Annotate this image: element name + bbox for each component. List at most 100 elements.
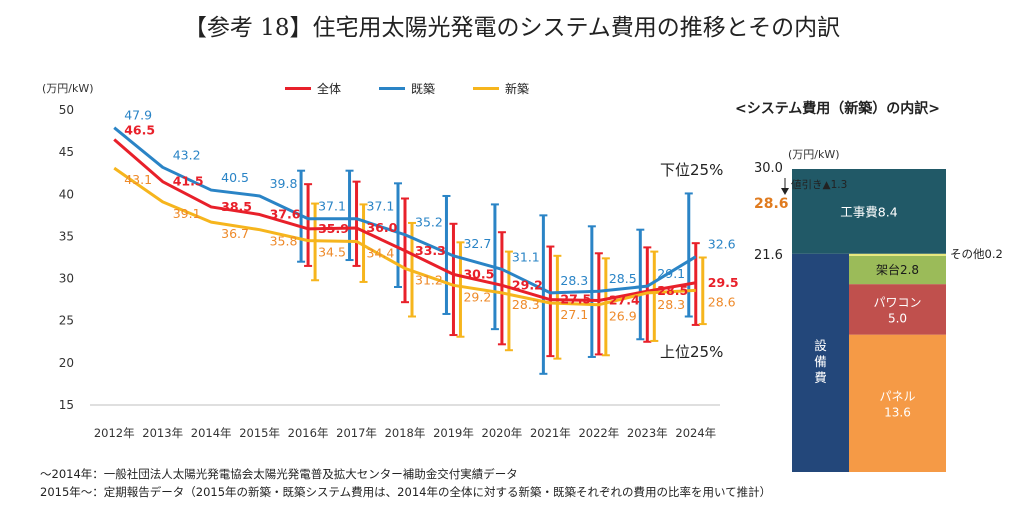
segment-equipment xyxy=(792,253,849,472)
legend-label-new: 新築 xyxy=(505,82,530,96)
segment-panel-value-label: 13.6 xyxy=(884,405,911,419)
data-label-existing: 37.1 xyxy=(367,199,395,214)
data-label-new: 43.1 xyxy=(124,172,152,187)
breakdown-discount-label: 値引き▲1.3 xyxy=(791,178,847,191)
legend-swatch-existing xyxy=(379,87,406,90)
annotation-upper-quartile: 上位25% xyxy=(660,343,723,361)
error-bar-new xyxy=(698,256,707,326)
data-label-existing: 39.8 xyxy=(270,176,298,191)
data-label-existing: 28.3 xyxy=(560,273,588,288)
error-bar-new xyxy=(359,203,368,283)
y-tick-label: 20 xyxy=(59,356,74,370)
data-label-existing: 32.6 xyxy=(708,237,736,252)
error-bar-overall xyxy=(546,245,555,358)
segment-label-equipment: 費 xyxy=(814,370,827,385)
legend-swatch-new xyxy=(473,87,500,90)
data-label-new: 34.4 xyxy=(367,245,395,260)
x-tick-label: 2012年 xyxy=(94,426,135,440)
breakdown-equipment-total-label: 21.6 xyxy=(754,248,783,263)
legend-label-overall: 全体 xyxy=(317,82,342,96)
data-label-new: 26.9 xyxy=(609,309,637,324)
data-label-new: 34.5 xyxy=(318,245,346,260)
y-axis-unit-label: (万円/kW) xyxy=(42,82,94,95)
error-bar-new xyxy=(650,250,659,342)
error-bar-overall xyxy=(352,180,361,267)
legend-swatch-overall xyxy=(285,87,311,90)
segment-construction xyxy=(792,169,946,254)
y-tick-label: 35 xyxy=(59,229,74,243)
data-label-existing: 40.5 xyxy=(221,170,249,185)
error-bar-existing xyxy=(394,182,402,288)
data-label-existing: 37.1 xyxy=(318,199,346,214)
y-tick-label: 45 xyxy=(59,145,74,159)
annotation-lower-quartile: 下位25% xyxy=(660,161,723,179)
data-label-overall: 29.2 xyxy=(512,277,543,292)
series-line-overall xyxy=(113,138,697,302)
data-label-existing: 43.2 xyxy=(173,147,201,162)
legend-item-new: 新築 xyxy=(473,80,529,97)
data-label-overall: 38.5 xyxy=(221,199,252,214)
discount-arrow-head xyxy=(781,188,789,195)
data-label-new: 27.1 xyxy=(560,307,588,322)
error-bar-new xyxy=(601,257,610,357)
segment-mount-label: 架台2.8 xyxy=(876,262,919,277)
error-bar-new xyxy=(504,250,513,352)
data-label-new: 28.6 xyxy=(708,294,736,309)
error-bar-new xyxy=(553,254,562,360)
data-label-overall: 41.5 xyxy=(173,174,204,189)
segment-inverter xyxy=(849,284,946,335)
breakdown-unit-label: (万円/kW) xyxy=(788,148,840,161)
x-tick-label: 2019年 xyxy=(433,426,474,440)
line-chart: 50 45 40 35 30 25 20 15 2012年 2013年 2014年 2015年 2016… xyxy=(59,103,739,440)
x-tick-label: 2024年 xyxy=(675,426,716,440)
segment-label-construction: 工事費8.4 xyxy=(840,204,897,219)
data-label-existing: 35.2 xyxy=(415,215,443,230)
data-label-new: 31.2 xyxy=(415,272,443,287)
page-title: 【参考 18】住宅用太陽光発電のシステム費用の推移とその内訳 xyxy=(183,15,841,41)
segment-inverter-name-label: パワコン xyxy=(873,295,921,309)
legend-label-existing: 既築 xyxy=(411,82,436,96)
data-label-overall: 30.5 xyxy=(463,266,494,281)
segment-mount xyxy=(849,255,946,285)
x-tick-label: 2015年 xyxy=(239,426,280,440)
data-label-overall: 27.4 xyxy=(609,292,640,307)
x-tick-label: 2014年 xyxy=(191,426,232,440)
data-label-existing: 31.1 xyxy=(512,249,540,264)
data-label-overall: 27.5 xyxy=(560,292,591,307)
error-bar-overall xyxy=(304,183,313,267)
series-line-new xyxy=(113,166,696,307)
data-label-new: 29.2 xyxy=(463,289,491,304)
data-label-overall: 29.5 xyxy=(708,275,739,290)
y-tick-label: 50 xyxy=(59,103,74,117)
chart-legend: 全体 既築 新築 xyxy=(285,80,529,97)
source-note-2: 2015年～：定期報告データ（2015年の新築・既築システム費用は、2014年の… xyxy=(40,485,772,499)
data-label-existing: 28.5 xyxy=(609,271,637,286)
y-tick-label: 15 xyxy=(59,398,74,412)
data-label-overall: 35.9 xyxy=(318,221,349,236)
x-tick-label: 2018年 xyxy=(385,426,426,440)
x-tick-label: 2013年 xyxy=(142,426,183,440)
series-line-existing xyxy=(113,126,697,295)
data-label-overall: 46.5 xyxy=(124,123,155,138)
y-tick-label: 40 xyxy=(59,187,74,201)
source-note-1: ～2014年：一般社団法人太陽光発電協会太陽光発電普及拡大センター補助金交付実績… xyxy=(40,467,518,481)
breakdown-net-label: 28.6 xyxy=(754,196,789,212)
error-bar-existing xyxy=(345,169,354,262)
x-tick-label: 2020年 xyxy=(482,426,523,440)
segment-inverter-value-label: 5.0 xyxy=(888,311,907,325)
breakdown-total-label: 30.0 xyxy=(754,161,783,176)
y-tick-label: 25 xyxy=(59,314,74,328)
legend-item-overall: 全体 xyxy=(285,80,341,97)
data-label-existing: 29.1 xyxy=(657,266,685,281)
x-tick-label: 2016年 xyxy=(288,426,329,440)
data-label-overall: 28.5 xyxy=(657,283,688,298)
data-label-new: 36.7 xyxy=(221,226,249,241)
segment-label-equipment: 設 xyxy=(814,338,827,353)
data-label-new: 28.3 xyxy=(657,297,685,312)
data-label-new: 28.3 xyxy=(512,297,540,312)
error-bar-existing xyxy=(684,192,693,318)
x-tick-label: 2022年 xyxy=(578,426,619,440)
y-tick-label: 30 xyxy=(59,272,74,286)
error-bar-overall xyxy=(643,246,652,343)
error-bar-existing xyxy=(636,228,645,341)
